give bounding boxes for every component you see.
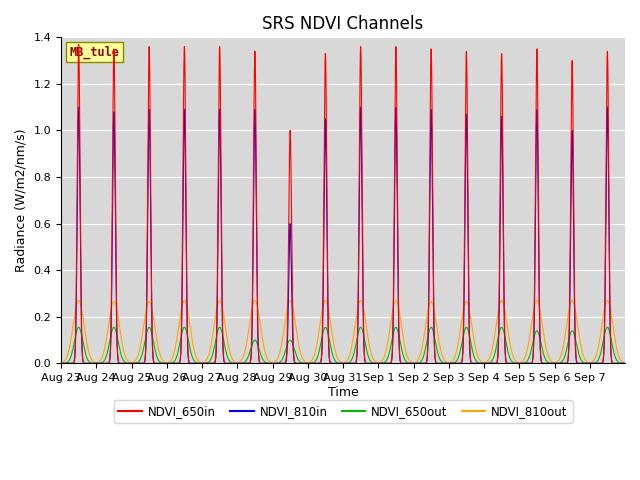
Title: SRS NDVI Channels: SRS NDVI Channels bbox=[262, 15, 424, 33]
Legend: NDVI_650in, NDVI_810in, NDVI_650out, NDVI_810out: NDVI_650in, NDVI_810in, NDVI_650out, NDV… bbox=[113, 400, 573, 423]
X-axis label: Time: Time bbox=[328, 386, 358, 399]
Text: MB_tule: MB_tule bbox=[70, 46, 120, 59]
Y-axis label: Radiance (W/m2/nm/s): Radiance (W/m2/nm/s) bbox=[15, 129, 28, 272]
